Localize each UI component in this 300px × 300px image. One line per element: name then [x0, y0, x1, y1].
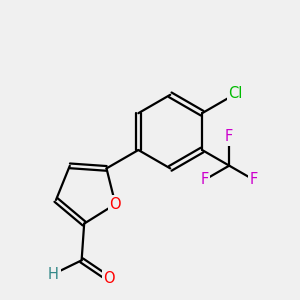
Text: O: O — [103, 272, 115, 286]
Text: F: F — [225, 129, 233, 144]
Text: O: O — [110, 196, 121, 211]
Text: H: H — [48, 266, 59, 281]
Text: Cl: Cl — [228, 86, 243, 101]
Text: F: F — [200, 172, 208, 188]
Text: F: F — [250, 172, 258, 188]
